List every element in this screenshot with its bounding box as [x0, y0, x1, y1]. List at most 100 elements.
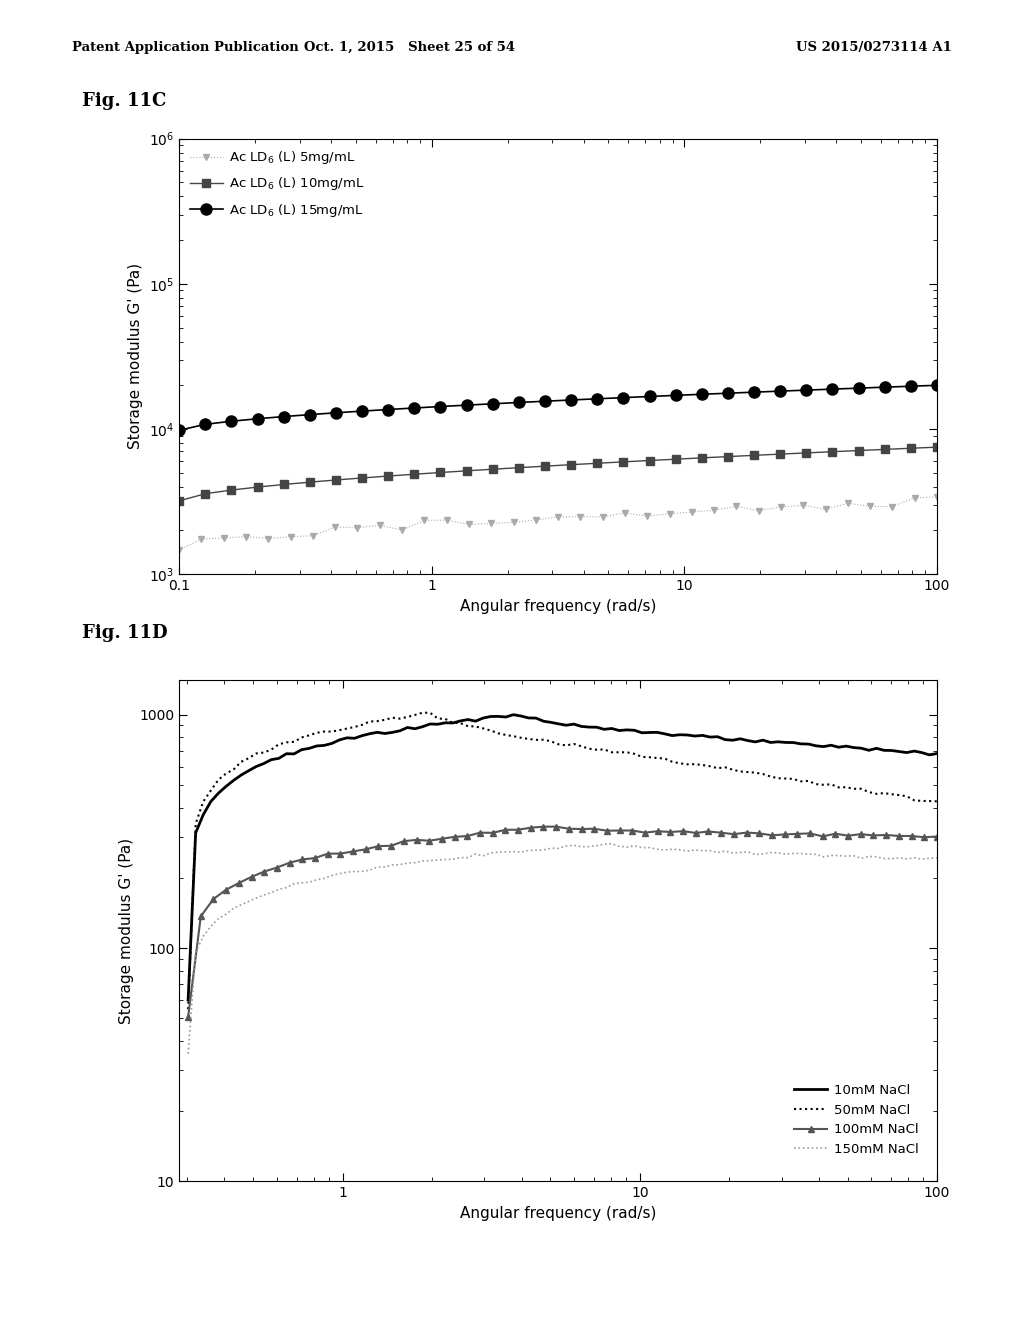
Line: 100mM NaCl: 100mM NaCl: [185, 824, 940, 1020]
Line: 10mM NaCl: 10mM NaCl: [188, 714, 937, 1001]
Ac LD$_6$ (L) 10mg/mL: [931, 440, 943, 455]
Ac LD$_6$ (L) 10mg/mL: [225, 482, 238, 498]
Text: Patent Application Publication: Patent Application Publication: [72, 41, 298, 54]
Ac LD$_6$ (L) 5mg/mL: [664, 506, 676, 521]
Ac LD$_6$ (L) 10mg/mL: [513, 459, 525, 475]
10mM NaCl: [878, 742, 890, 758]
Ac LD$_6$ (L) 15mg/mL: [643, 388, 655, 404]
150mM NaCl: [900, 851, 912, 867]
Line: 50mM NaCl: 50mM NaCl: [188, 713, 937, 1010]
50mM NaCl: [356, 717, 369, 733]
Line: Ac LD$_6$ (L) 10mg/mL: Ac LD$_6$ (L) 10mg/mL: [175, 444, 941, 506]
Ac LD$_6$ (L) 5mg/mL: [931, 488, 943, 504]
150mM NaCl: [605, 836, 617, 851]
Ac LD$_6$ (L) 5mg/mL: [351, 520, 364, 536]
Ac LD$_6$ (L) 10mg/mL: [304, 474, 316, 490]
Ac LD$_6$ (L) 5mg/mL: [597, 510, 609, 525]
100mM NaCl: [309, 850, 322, 866]
Ac LD$_6$ (L) 10mg/mL: [904, 441, 916, 457]
Ac LD$_6$ (L) 10mg/mL: [722, 449, 734, 465]
Ac LD$_6$ (L) 15mg/mL: [225, 413, 238, 429]
150mM NaCl: [326, 867, 338, 883]
Ac LD$_6$ (L) 5mg/mL: [396, 523, 409, 539]
Ac LD$_6$ (L) 15mg/mL: [382, 401, 394, 417]
Ac LD$_6$ (L) 15mg/mL: [695, 387, 708, 403]
Ac LD$_6$ (L) 5mg/mL: [196, 531, 208, 546]
150mM NaCl: [356, 863, 369, 879]
Ac LD$_6$ (L) 5mg/mL: [218, 529, 230, 545]
Ac LD$_6$ (L) 5mg/mL: [307, 528, 319, 544]
Ac LD$_6$ (L) 5mg/mL: [708, 503, 720, 519]
Ac LD$_6$ (L) 5mg/mL: [864, 499, 877, 515]
Ac LD$_6$ (L) 10mg/mL: [826, 444, 839, 459]
Ac LD$_6$ (L) 5mg/mL: [552, 510, 564, 525]
Ac LD$_6$ (L) 15mg/mL: [173, 422, 185, 438]
100mM NaCl: [550, 818, 562, 834]
Ac LD$_6$ (L) 15mg/mL: [356, 403, 369, 418]
Ac LD$_6$ (L) 10mg/mL: [173, 492, 185, 508]
10mM NaCl: [636, 725, 648, 741]
X-axis label: Angular frequency (rad/s): Angular frequency (rad/s): [460, 1205, 656, 1221]
Ac LD$_6$ (L) 5mg/mL: [262, 531, 274, 546]
Ac LD$_6$ (L) 15mg/mL: [252, 411, 264, 426]
Ac LD$_6$ (L) 10mg/mL: [852, 442, 864, 458]
Ac LD$_6$ (L) 15mg/mL: [722, 385, 734, 401]
Ac LD$_6$ (L) 15mg/mL: [591, 391, 603, 407]
Ac LD$_6$ (L) 5mg/mL: [753, 503, 765, 519]
Ac LD$_6$ (L) 15mg/mL: [904, 379, 916, 395]
Ac LD$_6$ (L) 10mg/mL: [382, 469, 394, 484]
10mM NaCl: [356, 727, 369, 743]
Ac LD$_6$ (L) 15mg/mL: [826, 381, 839, 397]
Text: Oct. 1, 2015   Sheet 25 of 54: Oct. 1, 2015 Sheet 25 of 54: [304, 41, 515, 54]
Ac LD$_6$ (L) 5mg/mL: [908, 490, 921, 506]
Ac LD$_6$ (L) 10mg/mL: [774, 446, 786, 462]
10mM NaCl: [326, 735, 338, 751]
10mM NaCl: [507, 706, 519, 722]
Ac LD$_6$ (L) 10mg/mL: [200, 486, 212, 502]
Ac LD$_6$ (L) 15mg/mL: [409, 400, 421, 416]
Ac LD$_6$ (L) 5mg/mL: [775, 499, 787, 515]
Ac LD$_6$ (L) 10mg/mL: [278, 477, 290, 492]
Ac LD$_6$ (L) 5mg/mL: [574, 508, 587, 524]
50mM NaCl: [575, 738, 588, 754]
Ac LD$_6$ (L) 10mg/mL: [565, 457, 578, 473]
Ac LD$_6$ (L) 5mg/mL: [485, 516, 498, 532]
Ac LD$_6$ (L) 5mg/mL: [507, 515, 519, 531]
Ac LD$_6$ (L) 10mg/mL: [617, 454, 630, 470]
10mM NaCl: [900, 744, 912, 760]
100mM NaCl: [182, 1008, 195, 1024]
50mM NaCl: [900, 788, 912, 804]
Ac LD$_6$ (L) 10mg/mL: [539, 458, 551, 474]
Ac LD$_6$ (L) 10mg/mL: [461, 463, 473, 479]
10mM NaCl: [575, 718, 588, 734]
Ac LD$_6$ (L) 15mg/mL: [461, 397, 473, 413]
Ac LD$_6$ (L) 10mg/mL: [409, 466, 421, 482]
Ac LD$_6$ (L) 5mg/mL: [440, 512, 453, 528]
Ac LD$_6$ (L) 15mg/mL: [513, 395, 525, 411]
Ac LD$_6$ (L) 15mg/mL: [670, 388, 682, 404]
Ac LD$_6$ (L) 15mg/mL: [879, 379, 891, 395]
Ac LD$_6$ (L) 15mg/mL: [617, 389, 630, 405]
Line: Ac LD$_6$ (L) 15mg/mL: Ac LD$_6$ (L) 15mg/mL: [174, 380, 942, 436]
Ac LD$_6$ (L) 10mg/mL: [356, 470, 369, 486]
Line: 150mM NaCl: 150mM NaCl: [188, 843, 937, 1053]
Ac LD$_6$ (L) 5mg/mL: [819, 502, 831, 517]
Ac LD$_6$ (L) 15mg/mL: [931, 378, 943, 393]
150mM NaCl: [931, 850, 943, 866]
Ac LD$_6$ (L) 15mg/mL: [748, 384, 760, 400]
Ac LD$_6$ (L) 5mg/mL: [886, 499, 898, 515]
150mM NaCl: [567, 837, 580, 853]
Ac LD$_6$ (L) 10mg/mL: [879, 441, 891, 457]
Ac LD$_6$ (L) 5mg/mL: [842, 495, 854, 511]
Ac LD$_6$ (L) 5mg/mL: [463, 516, 475, 532]
Ac LD$_6$ (L) 5mg/mL: [797, 498, 809, 513]
Ac LD$_6$ (L) 15mg/mL: [278, 409, 290, 425]
150mM NaCl: [182, 1045, 195, 1061]
Ac LD$_6$ (L) 10mg/mL: [591, 455, 603, 471]
150mM NaCl: [878, 850, 890, 866]
50mM NaCl: [182, 1002, 195, 1018]
100mM NaCl: [397, 833, 410, 849]
Ac LD$_6$ (L) 15mg/mL: [486, 396, 499, 412]
Y-axis label: Storage modulus G' (Pa): Storage modulus G' (Pa): [119, 837, 134, 1024]
Ac LD$_6$ (L) 5mg/mL: [285, 529, 297, 545]
